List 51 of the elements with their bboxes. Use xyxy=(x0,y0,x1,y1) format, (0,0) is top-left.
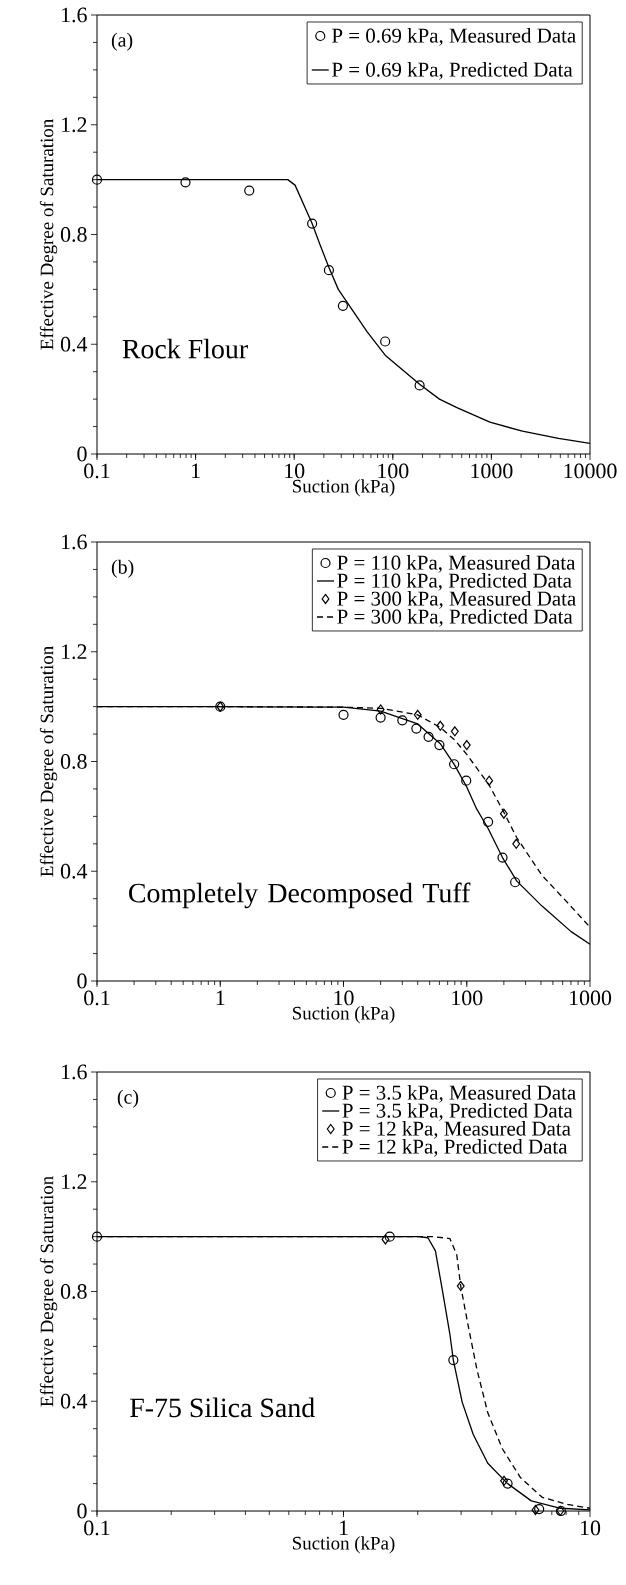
y-tick-label: 1.6 xyxy=(62,7,87,23)
annotation: Rock Flour xyxy=(122,338,248,359)
x-tick-label: 1000 xyxy=(570,990,612,1006)
annotation: Completely Decomposed Tuff xyxy=(129,882,471,909)
x-tick-label: 10000 xyxy=(564,463,617,479)
x-axis-title: Suction (kPa) xyxy=(292,479,395,497)
y-tick-label: 0.4 xyxy=(60,1393,88,1409)
x-tick-label: 0.1 xyxy=(84,463,110,479)
y-tick-label: 0.4 xyxy=(60,336,88,352)
x-tick-label: 100 xyxy=(452,990,483,1006)
x-tick-label: 100 xyxy=(378,463,409,479)
y-tick-label: 1.6 xyxy=(62,1064,87,1080)
x-tick-label: 0.1 xyxy=(84,1520,110,1536)
y-axis-title: Effective Degree of Saturation xyxy=(39,1176,58,1407)
x-tick-label: 10 xyxy=(334,990,354,1006)
y-axis-title: Effective Degree of Saturation xyxy=(39,119,58,350)
annotation: F-75 Silica Sand xyxy=(130,1397,315,1418)
y-tick-label: 0 xyxy=(77,973,87,989)
legend-label: P = 0.69 kPa, Predicted Data xyxy=(332,61,573,80)
y-tick-label: 0.8 xyxy=(60,1284,87,1299)
legend-label: P = 12 kPa, Measured Data xyxy=(342,1120,571,1139)
y-tick-label: 0.8 xyxy=(60,754,87,769)
x-tick-label: 10 xyxy=(285,463,305,479)
annotation: (a) xyxy=(111,32,133,51)
y-tick-label: 1.6 xyxy=(62,534,87,550)
x-tick-label: 1 xyxy=(192,463,200,478)
y-tick-label: 0 xyxy=(77,1503,87,1519)
x-axis-title: Suction (kPa) xyxy=(292,1536,395,1554)
y-axis-title: Effective Degree of Saturation xyxy=(39,646,58,877)
legend-label: P = 3.5 kPa, Predicted Data xyxy=(342,1102,573,1121)
legend-label: P = 300 kPa, Measured Data xyxy=(337,590,576,609)
legend-label: P = 12 kPa, Predicted Data xyxy=(342,1138,568,1157)
legend-label: P = 300 kPa, Predicted Data xyxy=(337,608,573,627)
y-tick-label: 1.2 xyxy=(62,117,87,133)
x-tick-label: 10 xyxy=(580,1520,601,1536)
legend-label: P = 110 kPa, Predicted Data xyxy=(337,572,572,591)
y-tick-label: 1.2 xyxy=(62,644,87,660)
legend-label: P = 110 kPa, Measured Data xyxy=(337,554,576,573)
legend-label: P = 3.5 kPa, Measured Data xyxy=(342,1084,576,1103)
x-tick-label: 0.1 xyxy=(84,990,110,1006)
x-tick-label: 1 xyxy=(339,1520,348,1536)
annotation: (b) xyxy=(111,559,134,578)
y-tick-label: 0 xyxy=(77,446,87,462)
x-tick-label: 1000 xyxy=(471,463,513,479)
legend-label: P = 0.69 kPa, Measured Data xyxy=(332,27,576,46)
y-tick-label: 1.2 xyxy=(62,1174,87,1190)
x-tick-label: 1 xyxy=(216,990,225,1005)
y-tick-label: 0.4 xyxy=(60,863,88,879)
x-axis-title: Suction (kPa) xyxy=(292,1006,395,1024)
y-tick-label: 0.8 xyxy=(60,227,87,242)
annotation: (c) xyxy=(117,1089,139,1108)
